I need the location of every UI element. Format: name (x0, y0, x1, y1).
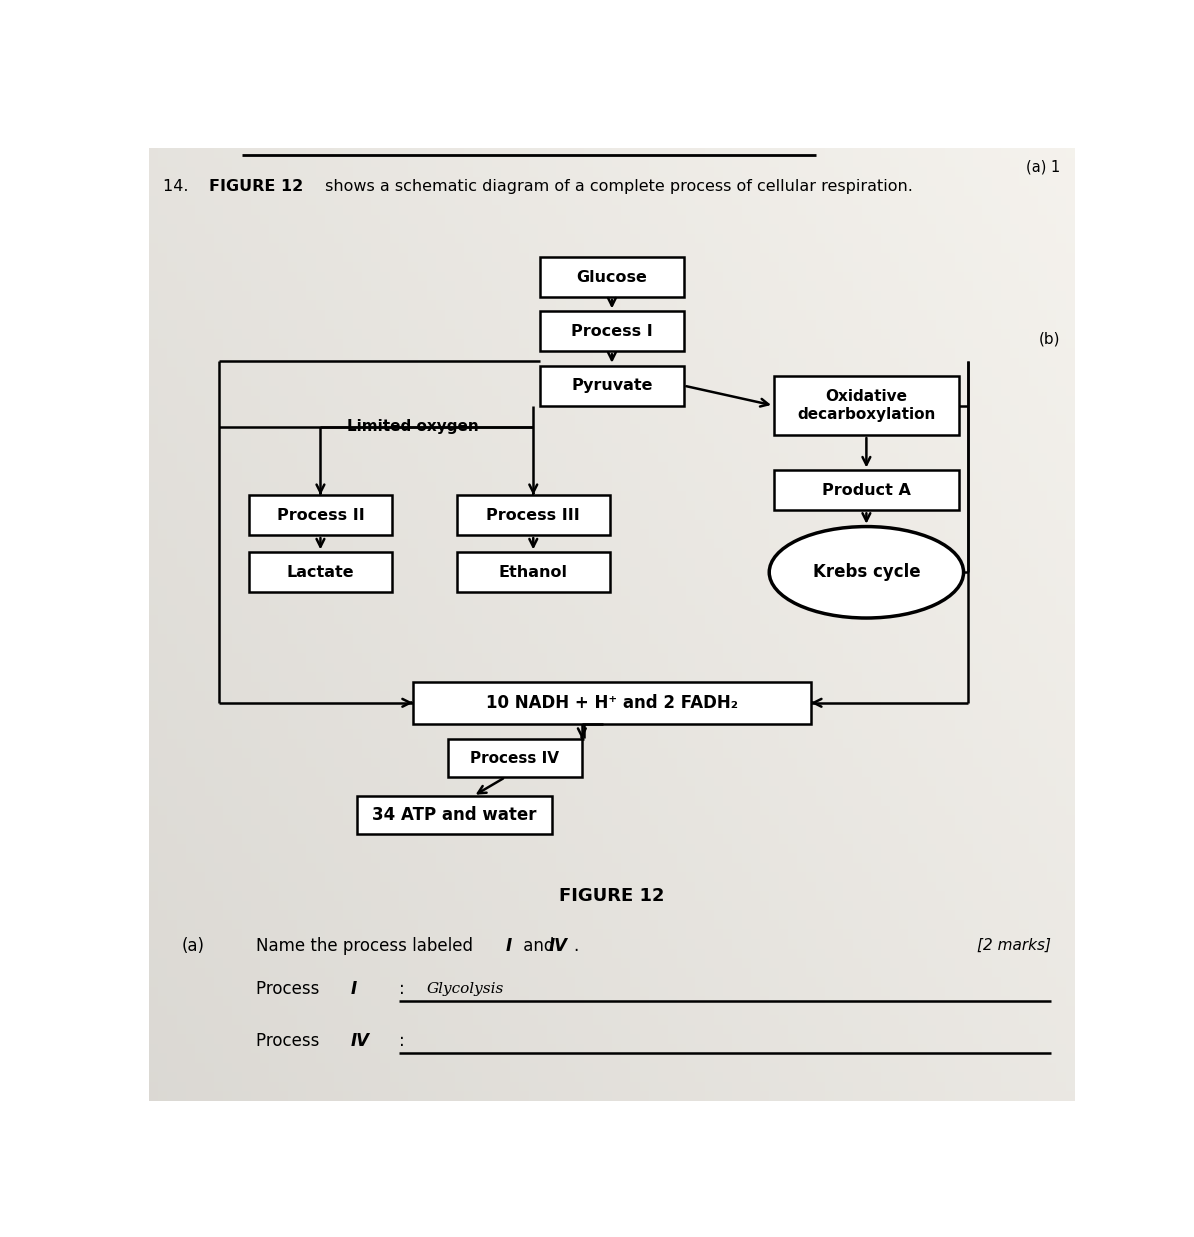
FancyBboxPatch shape (413, 682, 811, 724)
Text: Process: Process (256, 1032, 325, 1050)
Text: FIGURE 12: FIGURE 12 (209, 179, 303, 194)
FancyBboxPatch shape (457, 495, 610, 536)
Text: (a) 1: (a) 1 (1027, 160, 1060, 174)
Text: shows a schematic diagram of a complete process of cellular respiration.: shows a schematic diagram of a complete … (320, 179, 913, 194)
Text: Glucose: Glucose (577, 270, 647, 285)
FancyBboxPatch shape (774, 376, 959, 435)
FancyBboxPatch shape (357, 797, 552, 834)
Text: 10 NADH + H⁺ and 2 FADH₂: 10 NADH + H⁺ and 2 FADH₂ (486, 694, 738, 711)
Text: Oxidative
decarboxylation: Oxidative decarboxylation (798, 390, 936, 422)
Text: Krebs cycle: Krebs cycle (813, 563, 921, 581)
FancyBboxPatch shape (540, 366, 684, 406)
Text: Limited oxygen: Limited oxygen (347, 419, 479, 434)
Text: Process IV: Process IV (470, 751, 559, 766)
Text: Product A: Product A (821, 482, 911, 497)
Text: FIGURE 12: FIGURE 12 (559, 887, 665, 905)
FancyBboxPatch shape (540, 257, 684, 297)
FancyBboxPatch shape (540, 312, 684, 351)
Text: IV: IV (549, 936, 568, 955)
FancyBboxPatch shape (448, 738, 581, 777)
Text: Lactate: Lactate (287, 565, 355, 580)
Text: IV: IV (351, 1032, 370, 1050)
Text: .: . (573, 936, 578, 955)
Text: :: : (399, 1032, 405, 1050)
Text: (b): (b) (1039, 332, 1060, 346)
Text: Process I: Process I (571, 324, 653, 339)
Text: 14.: 14. (164, 179, 193, 194)
FancyBboxPatch shape (457, 552, 610, 593)
Text: [2 marks]: [2 marks] (978, 938, 1052, 954)
Text: and: and (517, 936, 559, 955)
Text: Ethanol: Ethanol (499, 565, 568, 580)
Text: I: I (505, 936, 512, 955)
Text: :: : (399, 980, 405, 997)
FancyBboxPatch shape (248, 495, 392, 536)
Text: Process III: Process III (486, 507, 580, 523)
Text: Glycolysis: Glycolysis (427, 981, 504, 996)
Text: Process: Process (256, 980, 325, 997)
Text: I: I (351, 980, 357, 997)
FancyBboxPatch shape (248, 552, 392, 593)
FancyBboxPatch shape (774, 470, 959, 511)
Text: Name the process labeled: Name the process labeled (256, 936, 478, 955)
Text: (a): (a) (181, 936, 204, 955)
Text: Pyruvate: Pyruvate (571, 379, 653, 393)
Text: 34 ATP and water: 34 ATP and water (373, 807, 537, 824)
Text: Process II: Process II (277, 507, 364, 523)
Ellipse shape (769, 527, 964, 618)
